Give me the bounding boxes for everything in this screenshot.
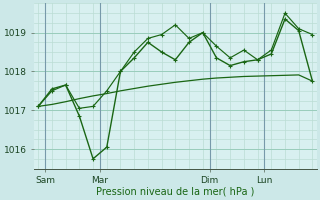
X-axis label: Pression niveau de la mer( hPa ): Pression niveau de la mer( hPa ): [96, 187, 254, 197]
